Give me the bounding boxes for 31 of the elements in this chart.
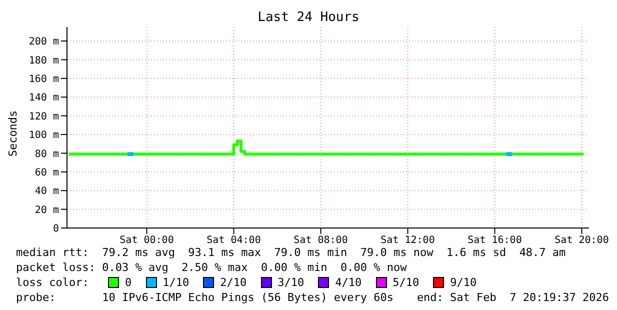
legend-label: 5/10	[392, 275, 420, 290]
y-tick-label: 140 m	[28, 92, 59, 104]
y-tick-label: 20 m	[34, 204, 59, 216]
x-tick-label: Sat 12:00	[380, 235, 435, 246]
legend-label: 3/10	[276, 275, 304, 290]
x-tick-label: Sat 00:00	[120, 235, 174, 246]
legend-title: loss color:	[16, 275, 90, 290]
legend-label: 1/10	[162, 275, 190, 290]
y-tick-label: 120 m	[28, 111, 59, 122]
text: median rtt: 79.2 ms avg 93.1 ms max 79.0 ms min 79.0 ms now 1.6 ms sd 48.7 am	[16, 245, 566, 260]
y-tick-label: 200 m	[28, 36, 59, 48]
x-tick-label: Sat 04:00	[206, 235, 261, 246]
y-axis-title: Seconds	[6, 110, 20, 157]
legend-label: 9/10	[449, 275, 477, 290]
legend-label: 0	[124, 275, 132, 290]
x-tick-label: Sat 08:00	[294, 235, 348, 246]
legend-label: 2/10	[219, 275, 247, 290]
y-tick-label: 80 m	[34, 148, 59, 160]
text: probe: 10 IPv6-ICMP Echo Pings (56 Bytes) every 60s	[16, 291, 394, 304]
x-tick-label: Sat 20:00	[554, 235, 609, 246]
chart-title: Last 24 Hours	[256, 10, 360, 25]
text: end: Sat Feb 7 20:19:37 2026	[416, 290, 609, 305]
text: packet loss: 0.03 % avg 2.50 % max 0.00 % min 0.00 % now	[16, 260, 408, 275]
y-tick-label: 0	[52, 224, 59, 235]
legend-label: 4/10	[334, 275, 362, 290]
y-tick-label: 40 m	[34, 186, 59, 198]
y-tick-label: 100 m	[28, 130, 59, 142]
y-tick-label: 160 m	[28, 74, 59, 85]
y-tick-label: 180 m	[28, 55, 59, 66]
y-tick-label: 60 m	[34, 167, 59, 178]
x-tick-label: Sat 16:00	[468, 235, 522, 246]
